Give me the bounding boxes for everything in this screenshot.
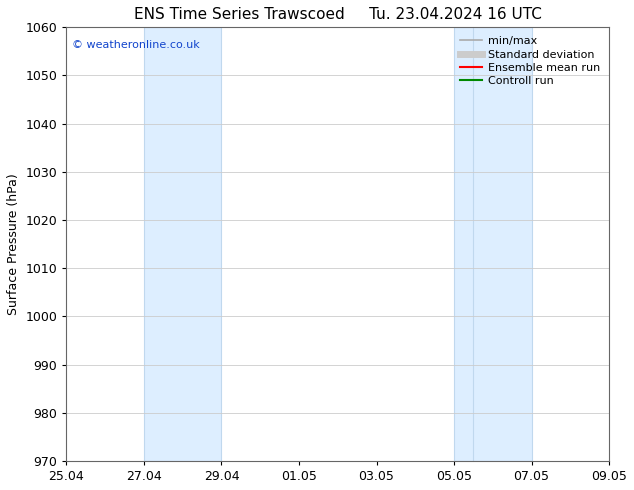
Bar	[144, 27, 221, 461]
Legend: min/max, Standard deviation, Ensemble mean run, Controll run: min/max, Standard deviation, Ensemble me…	[457, 33, 604, 90]
Title: ENS Time Series Trawscoed     Tu. 23.04.2024 16 UTC: ENS Time Series Trawscoed Tu. 23.04.2024…	[134, 7, 541, 22]
Text: © weatheronline.co.uk: © weatheronline.co.uk	[72, 40, 200, 50]
Y-axis label: Surface Pressure (hPa): Surface Pressure (hPa)	[7, 173, 20, 315]
Bar	[454, 27, 531, 461]
